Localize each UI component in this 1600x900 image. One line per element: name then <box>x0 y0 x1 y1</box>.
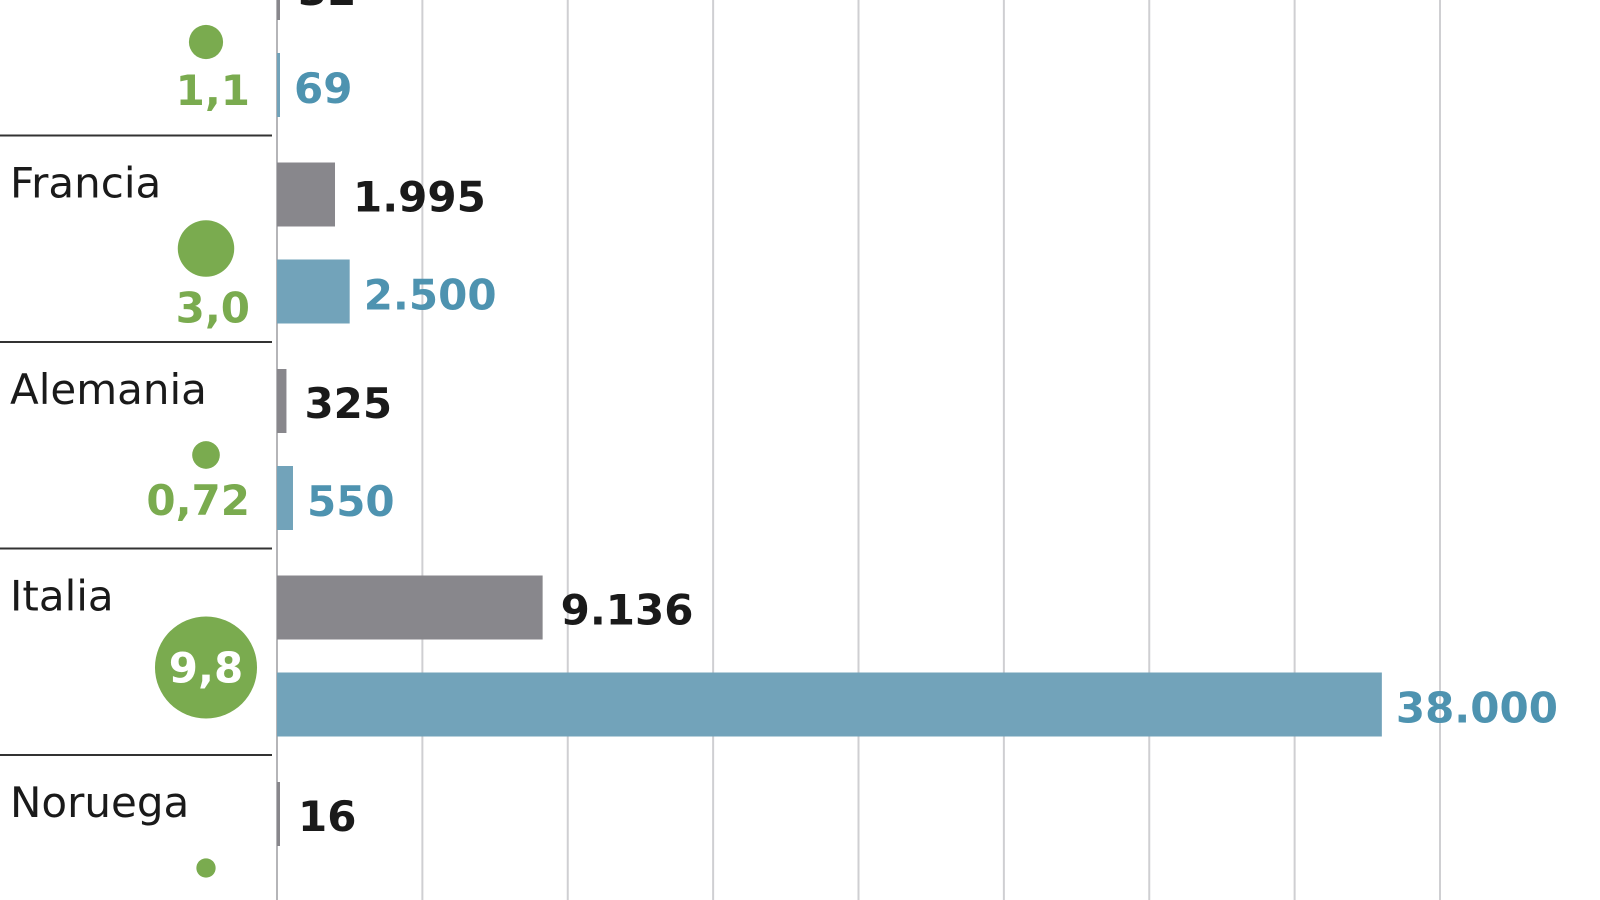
circle-marker <box>177 220 235 277</box>
circle-marker <box>196 858 216 878</box>
bar-blue <box>277 466 293 530</box>
bar-gray <box>277 575 543 640</box>
circle-marker <box>188 24 224 60</box>
bar-blue <box>277 672 1382 737</box>
bar-gray-label: 1.995 <box>353 173 486 222</box>
circle-label: 3,0 <box>176 284 250 333</box>
circle-label: 1,1 <box>176 66 250 115</box>
circle-marker <box>192 441 220 469</box>
country-label: Francia <box>10 159 161 208</box>
bar-gray <box>277 782 280 846</box>
circle-label: 0,72 <box>146 476 250 525</box>
country-label: Alemania <box>10 365 207 414</box>
bar-gray-label: 16 <box>298 792 356 841</box>
bar-blue <box>277 53 280 117</box>
country-label: Noruega <box>10 778 189 827</box>
bar-gray-label: 9.136 <box>561 586 694 635</box>
bar-gray-label: 32 <box>298 0 356 15</box>
bar-blue-label: 38.000 <box>1396 684 1558 733</box>
country-label: Italia <box>10 572 114 621</box>
bar-gray <box>277 0 280 20</box>
circle-label: 9,8 <box>169 644 243 693</box>
bar-blue-label: 550 <box>307 477 395 526</box>
circle-marker <box>154 616 258 719</box>
bar-gray-label: 325 <box>304 379 392 428</box>
bar-gray <box>277 369 287 433</box>
bar-blue-label: 69 <box>294 64 352 113</box>
bar-blue-label: 2.500 <box>364 271 497 320</box>
bar-blue <box>277 259 350 324</box>
bar-gray <box>277 162 336 227</box>
